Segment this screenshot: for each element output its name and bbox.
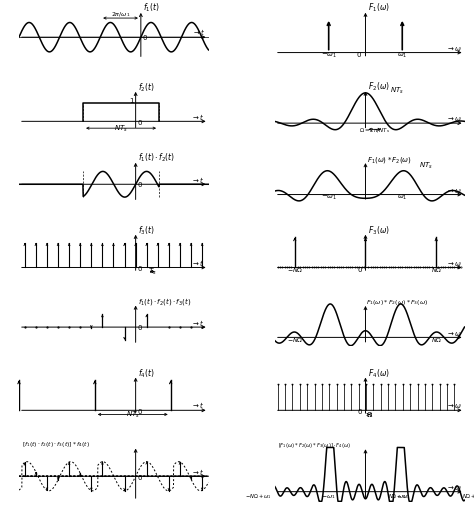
Text: $-\omega_1$: $-\omega_1$ xyxy=(320,193,337,203)
Text: $\rightarrow t$: $\rightarrow t$ xyxy=(192,27,206,37)
Text: $0$: $0$ xyxy=(137,264,143,273)
Text: $[f_1(t)\cdot f_2(t)\cdot f_3(t)]*f_4(t)$: $[f_1(t)\cdot f_2(t)\cdot f_3(t)]*f_4(t)… xyxy=(22,440,90,450)
Text: $N\Omega$: $N\Omega$ xyxy=(430,266,442,274)
Text: $N\Omega+\omega_1$: $N\Omega+\omega_1$ xyxy=(462,492,474,500)
Text: $0$: $0$ xyxy=(137,473,143,482)
Text: $\omega_1$: $\omega_1$ xyxy=(397,193,408,203)
Text: $\rightarrow\omega$: $\rightarrow\omega$ xyxy=(446,483,462,492)
Text: $0$: $0$ xyxy=(137,407,143,415)
Text: $\rightarrow\omega$: $\rightarrow\omega$ xyxy=(446,116,462,123)
Text: $[F_1(\omega)*F_2(\omega)*F_3(\omega)]\cdot F_4(\omega)$: $[F_1(\omega)*F_2(\omega)*F_3(\omega)]\c… xyxy=(278,441,351,451)
Text: $\rightarrow\omega$: $\rightarrow\omega$ xyxy=(446,402,462,410)
Text: $\Omega$: $\Omega$ xyxy=(365,410,373,419)
Text: $f_4(t)$: $f_4(t)$ xyxy=(138,367,155,380)
Text: $2\pi/\omega_1$: $2\pi/\omega_1$ xyxy=(111,10,130,19)
Text: $f_1(t)\cdot f_2(t)\cdot f_3(t)$: $f_1(t)\cdot f_2(t)\cdot f_3(t)$ xyxy=(138,296,191,307)
Text: $-N\Omega$: $-N\Omega$ xyxy=(286,336,303,344)
Text: $0$: $0$ xyxy=(137,180,143,189)
Text: $0$: $0$ xyxy=(142,34,148,42)
Text: $0$: $0$ xyxy=(137,118,143,126)
Text: $F_1(\omega)$: $F_1(\omega)$ xyxy=(368,2,390,15)
Text: $f_1(t)\cdot f_2(t)$: $f_1(t)\cdot f_2(t)$ xyxy=(138,152,175,164)
Text: $0$: $0$ xyxy=(356,265,363,274)
Text: $N\Omega-\omega_1$: $N\Omega-\omega_1$ xyxy=(388,492,410,500)
Text: $\rightarrow\omega$: $\rightarrow\omega$ xyxy=(446,187,462,195)
Text: $\rightarrow t$: $\rightarrow t$ xyxy=(191,318,204,328)
Text: $\rightarrow t$: $\rightarrow t$ xyxy=(191,111,204,122)
Text: $-N\Omega$: $-N\Omega$ xyxy=(286,266,303,274)
Text: $f_2(t)$: $f_2(t)$ xyxy=(138,82,155,94)
Text: $-\omega_1$: $-\omega_1$ xyxy=(320,51,337,60)
Text: $\rightarrow t$: $\rightarrow t$ xyxy=(191,467,204,477)
Text: $N\Omega$: $N\Omega$ xyxy=(430,336,442,344)
Text: $T_s$: $T_s$ xyxy=(148,267,156,277)
Text: $\rightarrow t$: $\rightarrow t$ xyxy=(191,400,204,410)
Text: $\rightarrow\omega$: $\rightarrow\omega$ xyxy=(446,260,462,268)
Text: $\rightarrow\omega$: $\rightarrow\omega$ xyxy=(446,330,462,338)
Text: $1$: $1$ xyxy=(129,96,135,105)
Text: $NT_s$: $NT_s$ xyxy=(126,410,140,420)
Text: $-\omega_1$: $-\omega_1$ xyxy=(321,493,336,500)
Text: $F_3(\omega)$: $F_3(\omega)$ xyxy=(368,224,390,237)
Text: $0$: $0$ xyxy=(356,408,363,416)
Text: $NT_s$: $NT_s$ xyxy=(419,161,433,171)
Text: $-N\Omega+\omega_1$: $-N\Omega+\omega_1$ xyxy=(245,492,271,500)
Text: $0$: $0$ xyxy=(356,50,362,59)
Text: $NT_s$: $NT_s$ xyxy=(114,124,128,135)
Text: $NT_s$: $NT_s$ xyxy=(390,86,403,96)
Text: $F_4(\omega)$: $F_4(\omega)$ xyxy=(368,367,390,380)
Text: $\omega_1$: $\omega_1$ xyxy=(397,51,408,60)
Text: $\Omega=2\pi/NT_s$: $\Omega=2\pi/NT_s$ xyxy=(359,126,390,135)
Text: $F_1(\omega)*F_2(\omega)$: $F_1(\omega)*F_2(\omega)$ xyxy=(367,154,412,165)
Text: $f_1(t)$: $f_1(t)$ xyxy=(143,2,160,14)
Text: $F_2(\omega)$: $F_2(\omega)$ xyxy=(368,81,390,93)
Text: $\omega_1$: $\omega_1$ xyxy=(398,493,407,500)
Text: $F_1(\omega)*F_2(\omega)*F_3(\omega)$: $F_1(\omega)*F_2(\omega)*F_3(\omega)$ xyxy=(366,298,428,307)
Text: $f_3(t)$: $f_3(t)$ xyxy=(138,224,155,237)
Text: $\rightarrow t$: $\rightarrow t$ xyxy=(191,175,204,185)
Text: $0$: $0$ xyxy=(137,323,143,332)
Text: $\rightarrow t$: $\rightarrow t$ xyxy=(191,257,204,268)
Text: $\rightarrow\omega$: $\rightarrow\omega$ xyxy=(446,45,462,52)
